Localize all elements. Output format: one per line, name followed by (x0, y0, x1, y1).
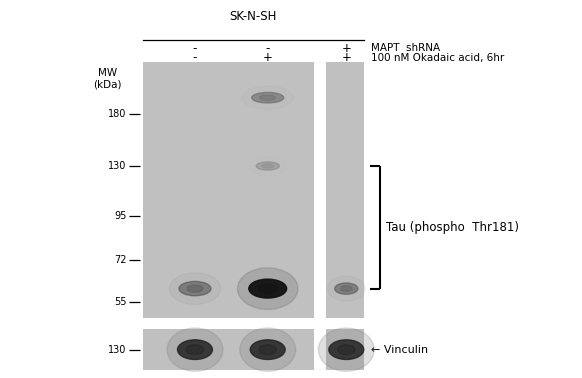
Text: Tau (phospho  Thr181): Tau (phospho Thr181) (386, 221, 519, 234)
Text: 180: 180 (108, 109, 126, 119)
Ellipse shape (260, 95, 276, 100)
Text: 130: 130 (108, 345, 126, 355)
Ellipse shape (179, 282, 211, 296)
Ellipse shape (169, 273, 221, 304)
Bar (143, 62, 314, 318)
Ellipse shape (335, 283, 358, 294)
Ellipse shape (252, 92, 284, 103)
Ellipse shape (187, 285, 203, 292)
Ellipse shape (249, 279, 287, 298)
Ellipse shape (178, 340, 212, 359)
Ellipse shape (262, 164, 274, 168)
Ellipse shape (328, 276, 365, 301)
Ellipse shape (340, 286, 352, 291)
Ellipse shape (250, 340, 285, 359)
Text: 130: 130 (108, 161, 126, 171)
Bar (143, 329, 314, 370)
Ellipse shape (259, 345, 276, 355)
Ellipse shape (167, 328, 223, 371)
Bar (326, 329, 364, 370)
Ellipse shape (318, 328, 374, 371)
Ellipse shape (329, 340, 364, 359)
Text: MW
(kDa): MW (kDa) (94, 68, 122, 90)
Text: 72: 72 (114, 255, 126, 265)
Bar (326, 62, 364, 318)
Text: 55: 55 (114, 297, 126, 307)
Text: -: - (265, 42, 270, 55)
Text: 100 nM Okadaic acid, 6hr: 100 nM Okadaic acid, 6hr (371, 53, 504, 63)
Text: SK-N-SH: SK-N-SH (229, 10, 277, 23)
Text: +: + (342, 42, 351, 55)
Text: -: - (193, 42, 197, 55)
Text: 95: 95 (114, 211, 126, 221)
Text: +: + (342, 51, 351, 64)
Text: ← Vinculin: ← Vinculin (371, 345, 428, 355)
Ellipse shape (258, 284, 277, 293)
Ellipse shape (237, 268, 298, 310)
Ellipse shape (249, 157, 286, 175)
Text: +: + (263, 51, 272, 64)
Ellipse shape (240, 328, 296, 371)
Ellipse shape (186, 345, 204, 355)
Text: -: - (193, 51, 197, 64)
Ellipse shape (338, 345, 355, 355)
Ellipse shape (242, 86, 293, 109)
Text: MAPT  shRNA: MAPT shRNA (371, 43, 440, 53)
Ellipse shape (256, 162, 279, 170)
